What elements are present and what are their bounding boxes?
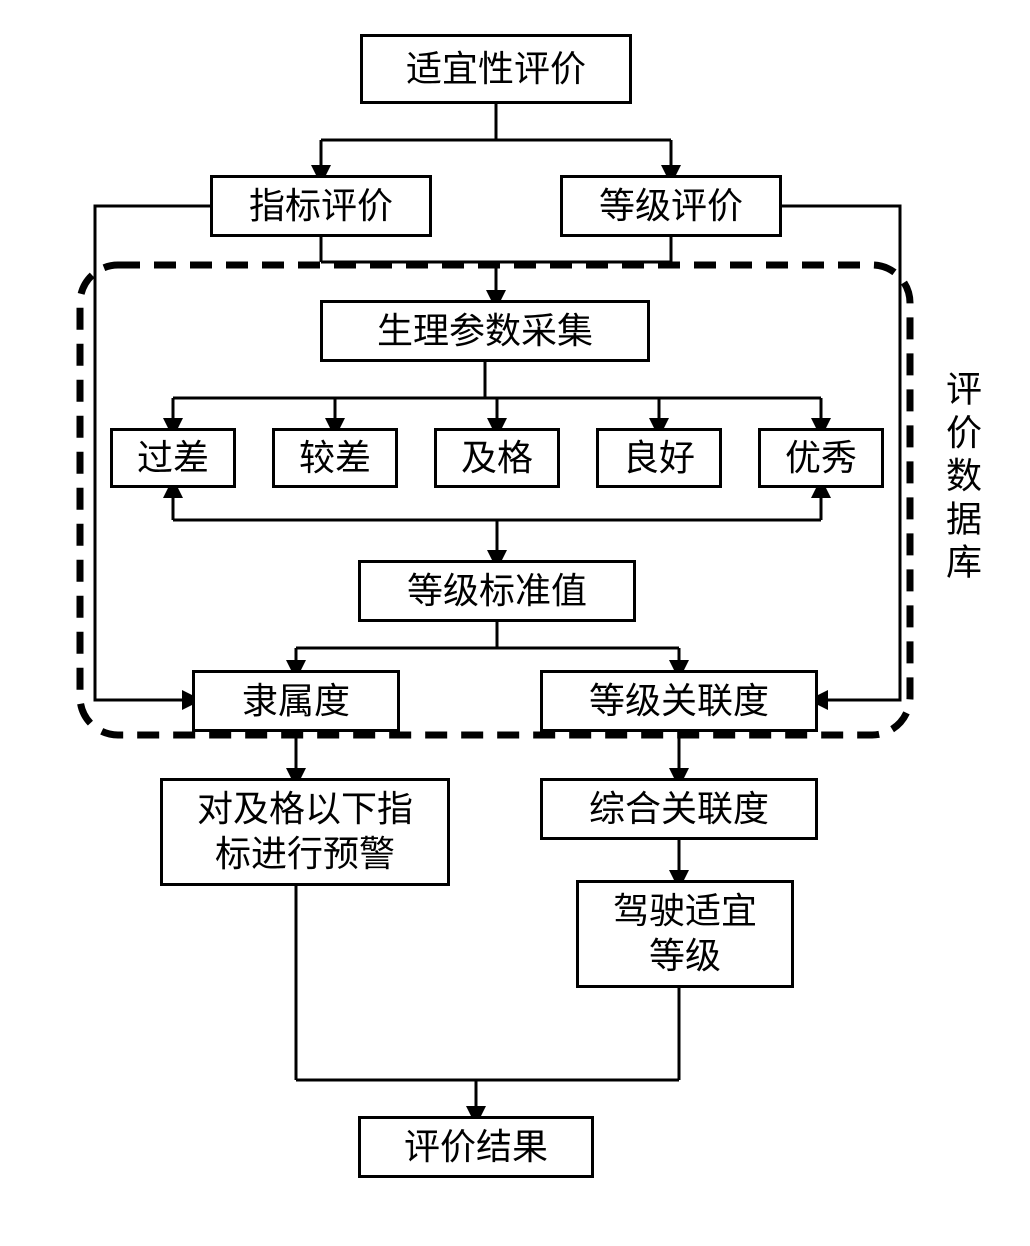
flow-edge [321,104,671,175]
node-driving-suitability-grade: 驾驶适宜 等级 [576,880,794,988]
node-grade-evaluation: 等级评价 [560,175,782,237]
flow-edge [173,362,821,428]
node-grade-pass: 及格 [434,428,560,488]
node-suitability-evaluation: 适宜性评价 [360,34,632,104]
flow-edge [296,622,679,670]
node-grade-good: 良好 [596,428,722,488]
flow-edge [321,237,671,300]
node-physiological-parameter-collection: 生理参数采集 [320,300,650,362]
node-grade-correlation: 等级关联度 [540,670,818,732]
node-grade-standard-value: 等级标准值 [358,560,636,622]
node-index-evaluation: 指标评价 [210,175,432,237]
flow-edge [173,488,821,560]
node-comprehensive-correlation: 综合关联度 [540,778,818,840]
node-grade-very-poor: 过差 [110,428,236,488]
side-label-evaluation-database: 评价数据库 [935,370,987,586]
node-grade-poor: 较差 [272,428,398,488]
node-evaluation-result: 评价结果 [358,1116,594,1178]
node-membership-degree: 隶属度 [192,670,400,732]
node-below-pass-warning: 对及格以下指 标进行预警 [160,778,450,886]
node-grade-excellent: 优秀 [758,428,884,488]
